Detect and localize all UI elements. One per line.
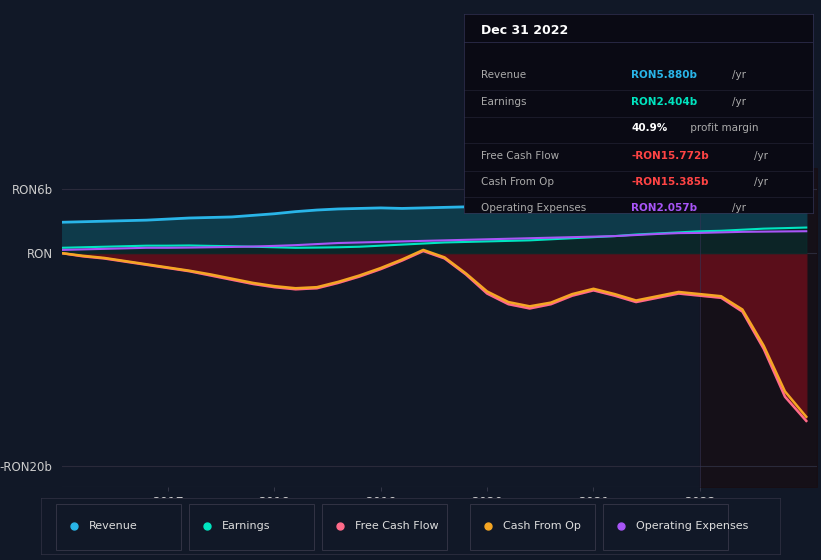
Text: Cash From Op: Cash From Op xyxy=(502,521,580,531)
Text: RON5.880b: RON5.880b xyxy=(631,69,697,80)
Text: /yr: /yr xyxy=(732,97,745,108)
Text: Operating Expenses: Operating Expenses xyxy=(481,203,586,213)
Text: Dec 31 2022: Dec 31 2022 xyxy=(481,24,569,37)
Text: RON2.057b: RON2.057b xyxy=(631,203,698,213)
Text: /yr: /yr xyxy=(754,151,768,161)
Text: -RON15.385b: -RON15.385b xyxy=(631,177,709,187)
Text: Revenue: Revenue xyxy=(481,69,526,80)
Text: 40.9%: 40.9% xyxy=(631,123,667,133)
Text: Cash From Op: Cash From Op xyxy=(481,177,554,187)
Text: RON2.404b: RON2.404b xyxy=(631,97,698,108)
Text: Operating Expenses: Operating Expenses xyxy=(636,521,748,531)
Text: /yr: /yr xyxy=(732,69,745,80)
Bar xyxy=(470,504,595,550)
Text: -RON15.772b: -RON15.772b xyxy=(631,151,709,161)
Text: Free Cash Flow: Free Cash Flow xyxy=(481,151,559,161)
Bar xyxy=(322,504,447,550)
Bar xyxy=(56,504,181,550)
Text: Earnings: Earnings xyxy=(222,521,271,531)
Text: Earnings: Earnings xyxy=(481,97,527,108)
Text: Free Cash Flow: Free Cash Flow xyxy=(355,521,438,531)
Text: /yr: /yr xyxy=(754,177,768,187)
Text: /yr: /yr xyxy=(732,203,745,213)
Text: profit margin: profit margin xyxy=(687,123,759,133)
Text: Revenue: Revenue xyxy=(89,521,138,531)
Bar xyxy=(189,504,314,550)
Bar xyxy=(603,504,728,550)
